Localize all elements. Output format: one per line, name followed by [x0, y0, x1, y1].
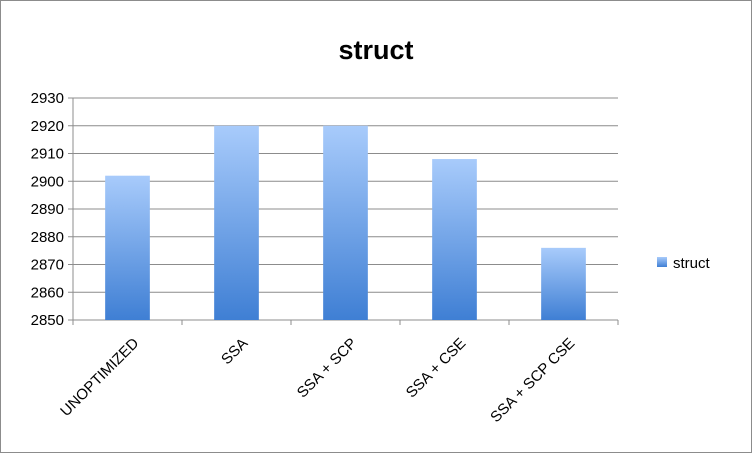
x-tick-labels: UNOPTIMIZED SSA SSA + SCP SSA + CSE SSA + SC…	[57, 335, 578, 426]
chart-title: struct	[338, 35, 413, 65]
x-tick-label: SSA + SCP	[294, 335, 361, 402]
y-tick-label: 2870	[31, 257, 64, 274]
y-tick-labels: 2850 2860 2870 2880 2890 2900 2910 2920 2930	[31, 90, 64, 329]
y-tick-label: 2920	[31, 118, 64, 135]
bars	[105, 125, 586, 320]
bar	[323, 125, 368, 320]
x-tick-label: SSA	[218, 335, 251, 368]
bar	[541, 247, 586, 320]
legend-swatch	[657, 257, 667, 267]
y-tick-label: 2880	[31, 229, 64, 246]
bar	[105, 175, 150, 320]
y-tick-label: 2910	[31, 146, 64, 163]
bar	[214, 125, 259, 320]
legend: struct	[657, 255, 711, 272]
y-tick-label: 2850	[31, 312, 64, 329]
x-tick-label: SSA + SCP CSE	[487, 335, 578, 426]
y-tick-label: 2890	[31, 201, 64, 218]
legend-label: struct	[673, 255, 711, 272]
x-tick-label: SSA + CSE	[403, 335, 470, 402]
y-tick-label: 2900	[31, 173, 64, 190]
y-tick-label: 2930	[31, 90, 64, 107]
bar	[432, 159, 477, 320]
x-tick-label: UNOPTIMIZED	[57, 335, 142, 420]
y-tick-label: 2860	[31, 284, 64, 301]
